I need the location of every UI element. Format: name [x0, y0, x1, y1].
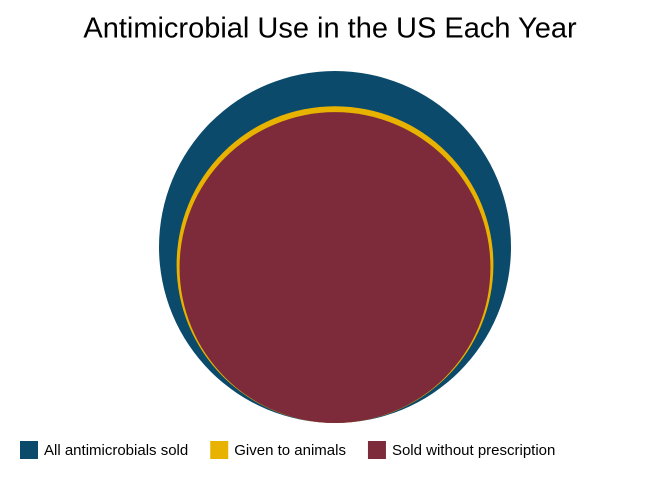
legend-label: All antimicrobials sold — [44, 442, 188, 459]
legend-label: Given to animals — [234, 442, 346, 459]
legend-swatch — [210, 441, 229, 459]
legend-swatch — [20, 441, 38, 459]
chart-title: Antimicrobial Use in the US Each Year — [83, 13, 577, 45]
legend-swatch — [367, 441, 386, 459]
legend-label: Sold without prescription — [392, 442, 555, 459]
circle — [179, 112, 491, 423]
